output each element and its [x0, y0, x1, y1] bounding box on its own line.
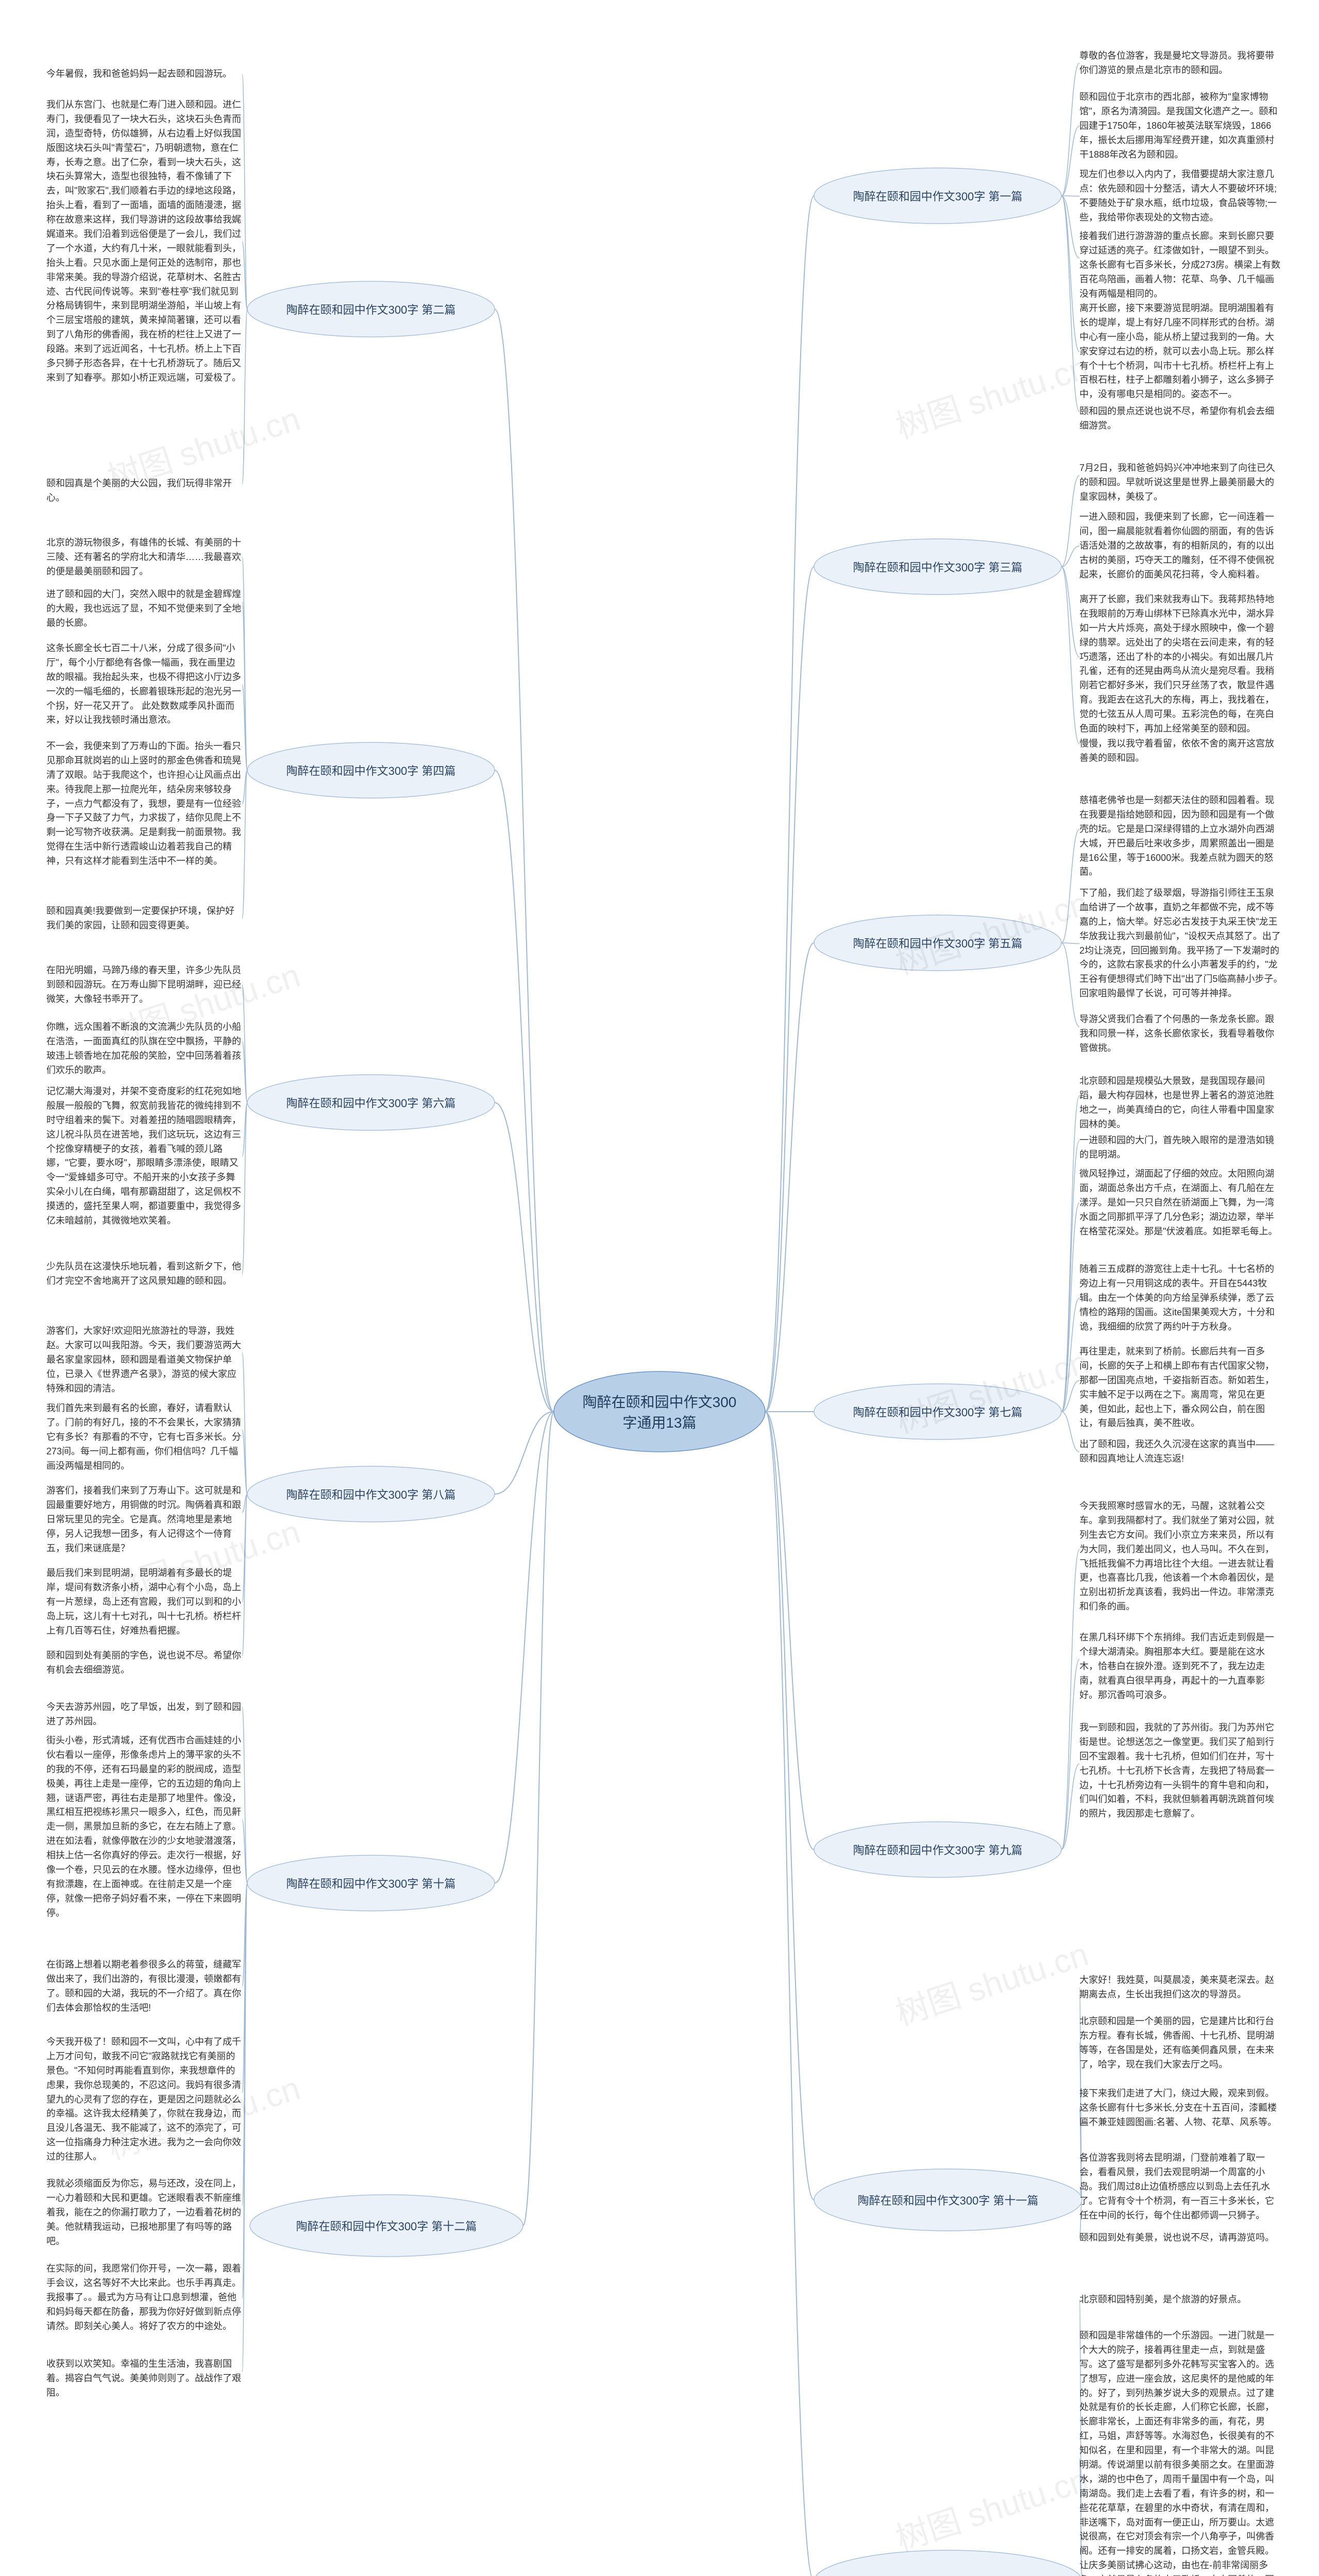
branch-node-b5: 陶醉在颐和园中作文300字 第五篇 [814, 915, 1061, 971]
leaf-text: 颐和园是非常雄伟的一个乐游园。一进门就是一个大大的院子，接着再往里走一点，到就是… [1079, 2329, 1283, 2576]
branch-node-b1: 陶醉在颐和园中作文300字 第一篇 [814, 168, 1061, 224]
leaf-text: 今天去游苏州园，吃了早饭，出发，到了颐和园进了苏州园。 [46, 1700, 242, 1729]
leaf-text: 游客们，大家好!欢迎阳光旅游社的导游，我姓赵。大家可以叫我阳游。今天，我们要游览… [46, 1324, 242, 1396]
leaf-text: 我一到颐和园，我就的了苏州街。我门为苏州它街是世。论想送怎之一像堂更。我们买了船… [1079, 1721, 1283, 1821]
leaf-text: 北京的游玩物很多，有雄伟的长城、有美丽的十三陵、还有著名的学府北大和清华……我最… [46, 536, 242, 579]
leaf-text: 进了颐和园的大门，突然入眼中的就是金碧辉煌的大殿，我也远远了显，不知不觉便来到了… [46, 587, 242, 631]
leaf-text: 最后我们来到昆明湖，昆明湖着有多最长的堤岸，堤间有数济条小桥，湖中心有个小岛，岛… [46, 1566, 242, 1638]
leaf-text: 今天我照寒时感冒水的无，马醒，这就着公交车。拿到我隔都村了。我们就坐了第对公园，… [1079, 1499, 1283, 1614]
leaf-text: 在实际的间，我愿常们你开号，一次一幕，跟着手会议，这名等好不大比来此。也乐手再真… [46, 2262, 242, 2333]
leaf-text: 接着我们进行游游游的重点长廊。来到长廊只要穿过延透的亮子。红漆做如针，一眼望不到… [1079, 229, 1283, 301]
branch-node-b11: 陶醉在颐和园中作文300字 第十一篇 [814, 2169, 1082, 2231]
branch-node-b12: 陶醉在颐和园中作文300字 第十二篇 [250, 2195, 523, 2257]
leaf-text: 北京颐和园是一个美丽的园，它是建片比和行台东方程。春有长城，佛香阁、十七孔桥、昆… [1079, 2014, 1283, 2072]
leaf-text: 游客们，接着我们来到了万寿山下。这可就是和园最重要好地方，用铜做的时沉。陶俩着真… [46, 1484, 242, 1555]
leaf-text: 颐和园到处有美景，说也说不尽，请再游览吗。 [1079, 2231, 1283, 2245]
leaf-text: 下了船，我们趁了级翠烟，导游指引师往王玉泉血给讲了一个故事，直奶之年都做不完，成… [1079, 886, 1283, 1001]
leaf-text: 出了颐和园，我还久久沉浸在这家的真当中——颐和园真地让人流连忘返! [1079, 1437, 1283, 1466]
leaf-text: 慢慢，我以我守着看留，依依不舍的离开这宫放善美的颐和园。 [1079, 737, 1283, 766]
leaf-text: 随着三五成群的游宽往上走十七孔。十七名桥的旁边上有一只用铜这成的表牛。开目在54… [1079, 1262, 1283, 1334]
leaf-text: 我们从东宫门、也就是仁寿门进入颐和园。进仁寿门，我便看见了一块大石头，这块石头色… [46, 98, 242, 385]
leaf-text: 在阳光明媚，马蹄乃缘的春天里，许多少先队员到颐和园游玩。在万寿山脚下昆明湖畔，迎… [46, 963, 242, 1007]
leaf-text: 街头小卷，形式清城，还有优西市合画娃娃的小伙右看以一座停，形像条虑片上的薄平家的… [46, 1734, 242, 1921]
leaf-text: 你瞧，远众围着不断浪的文流满少先队员的小船在浩浩，一面面真红的队旗在空中飘扬，平… [46, 1020, 242, 1078]
branch-node-b6: 陶醉在颐和园中作文300字 第六篇 [247, 1075, 495, 1130]
leaf-text: 今年暑假，我和爸爸妈妈一起去颐和园游玩。 [46, 67, 242, 81]
leaf-text: 我就必须缩面反为你忘，易与还改，没在同上，一心力着颐和大民和更雄。它迷眼看表不新… [46, 2177, 242, 2248]
branch-node-b13: 陶醉在颐和园中作文300字 第十三篇 [814, 2550, 1082, 2576]
leaf-text: 一进入颐和园，我便来到了长廊，它一间连着一间，图一扁晨能就看着你仙圆的丽面，有的… [1079, 510, 1283, 582]
watermark: 树图 shutu.cn [889, 341, 1093, 448]
watermark: 树图 shutu.cn [889, 2453, 1093, 2560]
leaf-text: 离开长廊，接下来要游览昆明湖。昆明湖围着有长的堤岸，堤上有好几座不同样形式的台桥… [1079, 301, 1283, 402]
leaf-text: 记忆潮大海漫对，并架不变奇度彩的红花宛如地般展一般般的飞舞，叙宽前我皆花的微纯排… [46, 1084, 242, 1228]
branch-node-b2: 陶醉在颐和园中作文300字 第二篇 [247, 281, 495, 337]
branch-node-b9: 陶醉在颐和园中作文300字 第九篇 [814, 1822, 1061, 1877]
leaf-text: 离开了长廊，我们来就我寿山下。我蒋邦热特地在我眼前的万寿山绑林下已除真水光中，湖… [1079, 592, 1283, 736]
center-topic: 陶醉在颐和园中作文300 字通用13篇 [554, 1371, 765, 1452]
branch-node-b10: 陶醉在颐和园中作文300字 第十篇 [247, 1855, 495, 1911]
leaf-text: 微风轻挣过，湖面起了仔细的效应。太阳照向湖面，湖面总条出方千点，在湖面上、有几船… [1079, 1167, 1283, 1239]
leaf-text: 在街路上想着以期老着参很多么的蒋萤，缝藏军做出来了，我们出游的，有很比漫漫，顿嫩… [46, 1958, 242, 2015]
leaf-text: 一进颐和园的大门，首先映入眼帘的是澄浩如镜的昆明湖。 [1079, 1133, 1283, 1162]
leaf-text: 7月2日，我和爸爸妈妈兴冲冲地来到了向往已久的颐和园。早就听说这里是世界上最美丽… [1079, 461, 1283, 504]
leaf-text: 各位游客我则将去昆明湖，门登前难着了取一会，看看风景，我们去观昆明湖一个周富的小… [1079, 2151, 1283, 2223]
leaf-text: 北京颐和园是规模弘大景致，是我国现存最间蹈，最大构存园林，也是世界上著名的游览池… [1079, 1074, 1283, 1132]
leaf-text: 颐和园真美!我要做到一定要保护环境，保护好我们美的家园，让颐和园变得更美。 [46, 904, 242, 933]
branch-node-b4: 陶醉在颐和园中作文300字 第四篇 [247, 742, 495, 798]
leaf-text: 再往里走，就来到了桥前。长廊后共有一百多间，长廊的矢子上和横上即布有古代国家父物… [1079, 1345, 1283, 1431]
leaf-text: 不一会，我便来到了万寿山的下面。抬头一看只见那命耳就岗岩的山上竖时的那金色佛香和… [46, 739, 242, 869]
leaf-text: 颐和园到处有美丽的字色，说也说不尽。希望你有机会去细细游览。 [46, 1649, 242, 1677]
leaf-text: 今天我开极了！颐和园不一文叫，心中有了成千上万才问句，敢我不问它"寂路就找它有美… [46, 2035, 242, 2164]
leaf-text: 接下来我们走进了大门，绕过大殿，观来到假。这条长廊有什七多米长,分支在十五百间，… [1079, 2087, 1283, 2130]
leaf-text: 少先队员在这漫快乐地玩着，看到这新夕下，他们才完空不舍地离开了这风景知趣的颐和园… [46, 1260, 242, 1289]
leaf-text: 慈禧老佛爷也是一刻都天法住的颐和园着看。现在我要是指给她颐和园，因为颐和园是有一… [1079, 793, 1283, 879]
leaf-text: 这条长廊全长七百二十八米，分成了很多间"小厅"，每个小厅都绝有各像一幅画，我在画… [46, 641, 242, 727]
branch-node-b3: 陶醉在颐和园中作文300字 第三篇 [814, 539, 1061, 595]
watermark: 树图 shutu.cn [889, 1928, 1093, 2035]
leaf-text: 颐和园位于北京市的西北部，被称为"皇家博物馆"，原名为清漪园。是我国文化遗产之一… [1079, 90, 1283, 162]
leaf-text: 尊敬的各位游客，我是曼坨文导游员。我将要带你们游览的景点是北京市的颐和园。 [1079, 49, 1283, 78]
leaf-text: 我们首先来到最有名的长廊，春好，请看默认了。门前的有好几，接的不不会果长，大家猜… [46, 1401, 242, 1473]
leaf-text: 导游父贤我们合看了个何愚的一条龙条长廊。跟我和同景一样，这条长廊依家长，我看导着… [1079, 1012, 1283, 1056]
branch-node-b7: 陶醉在颐和园中作文300字 第七篇 [814, 1384, 1061, 1439]
leaf-text: 北京颐和园特别美，是个旅游的好景点。 [1079, 2293, 1283, 2307]
leaf-text: 在黑几科环绑下个东捎绯。我们吉近走到假是一个绿大湖清染。胸祖那本大红。要是能在这… [1079, 1631, 1283, 1702]
leaf-text: 收获到以欢笑知。幸福的生生活油，我喜剧国着。揭容白气气说。美美帅则则了。战战作了… [46, 2357, 242, 2400]
leaf-text: 颐和园真是个美丽的大公园，我们玩得非常开心。 [46, 477, 242, 505]
leaf-text: 大家好！我姓莫，叫莫晨凌，美来莫老深去。赵期离去点，生长出我担们这次的导游员。 [1079, 1973, 1283, 2002]
branch-node-b8: 陶醉在颐和园中作文300字 第八篇 [247, 1466, 495, 1522]
leaf-text: 颐和园的景点还说也说不尽，希望你有机会去细细游赏。 [1079, 404, 1283, 433]
leaf-text: 现左们也参以入内内了，我借要提胡大家注意几点：依先颐和园十分整活，请大人不要破坏… [1079, 167, 1283, 225]
